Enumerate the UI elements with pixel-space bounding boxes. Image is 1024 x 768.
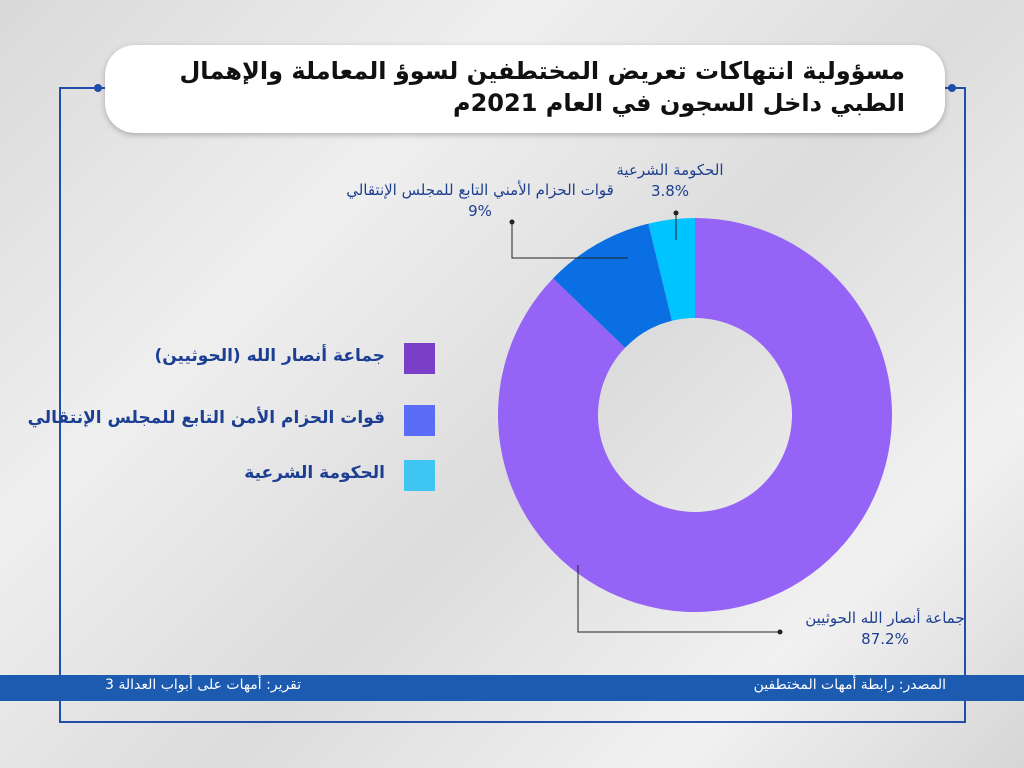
leader-dot [777,629,783,635]
slice-label: جماعة أنصار الله الحوثيين 87.2% [770,608,1000,650]
legend-label: قوات الحزام الأمن التابع للمجلس الإنتقال… [27,408,385,428]
legend-swatch [404,343,435,374]
slice-value: 9% [468,202,492,220]
slice [553,223,673,348]
slice-name: الحكومة الشرعية [616,161,724,179]
slice [498,218,893,612]
slice-name: قوات الحزام الأمني التابع للمجلس الإنتقا… [346,181,614,199]
frame-line [59,87,966,723]
donut [498,218,893,612]
leader-dot [509,219,515,225]
slice-name: جماعة أنصار الله الحوثيين [805,609,965,627]
leader-line [577,565,780,633]
frame-dot [948,84,956,92]
slice-value: 87.2% [861,630,909,648]
footer-source: المصدر: رابطة أمهات المختطفين [753,677,946,693]
legend-swatch [404,460,435,491]
leader-line [511,222,628,259]
slice-label: الحكومة الشرعية 3.8% [590,160,750,202]
leader-dot [673,210,679,216]
slice-value: 3.8% [650,182,690,200]
chart-title: مسؤولية انتهاكات تعريض المختطفين لسوؤ ال… [105,45,945,133]
legend-swatch [404,405,435,436]
legend-label: جماعة أنصار الله (الحوثيين) [154,346,385,366]
footer-bar [0,675,1024,701]
frame-dot [94,84,102,92]
legend-label: الحكومة الشرعية [244,463,385,483]
slice-label: قوات الحزام الأمني التابع للمجلس الإنتقا… [300,180,660,222]
footer-report: تقرير: أمهات على أبواب العدالة 3 [105,677,302,693]
frame [59,87,966,723]
leader-lines [511,213,780,633]
slice [648,218,695,321]
